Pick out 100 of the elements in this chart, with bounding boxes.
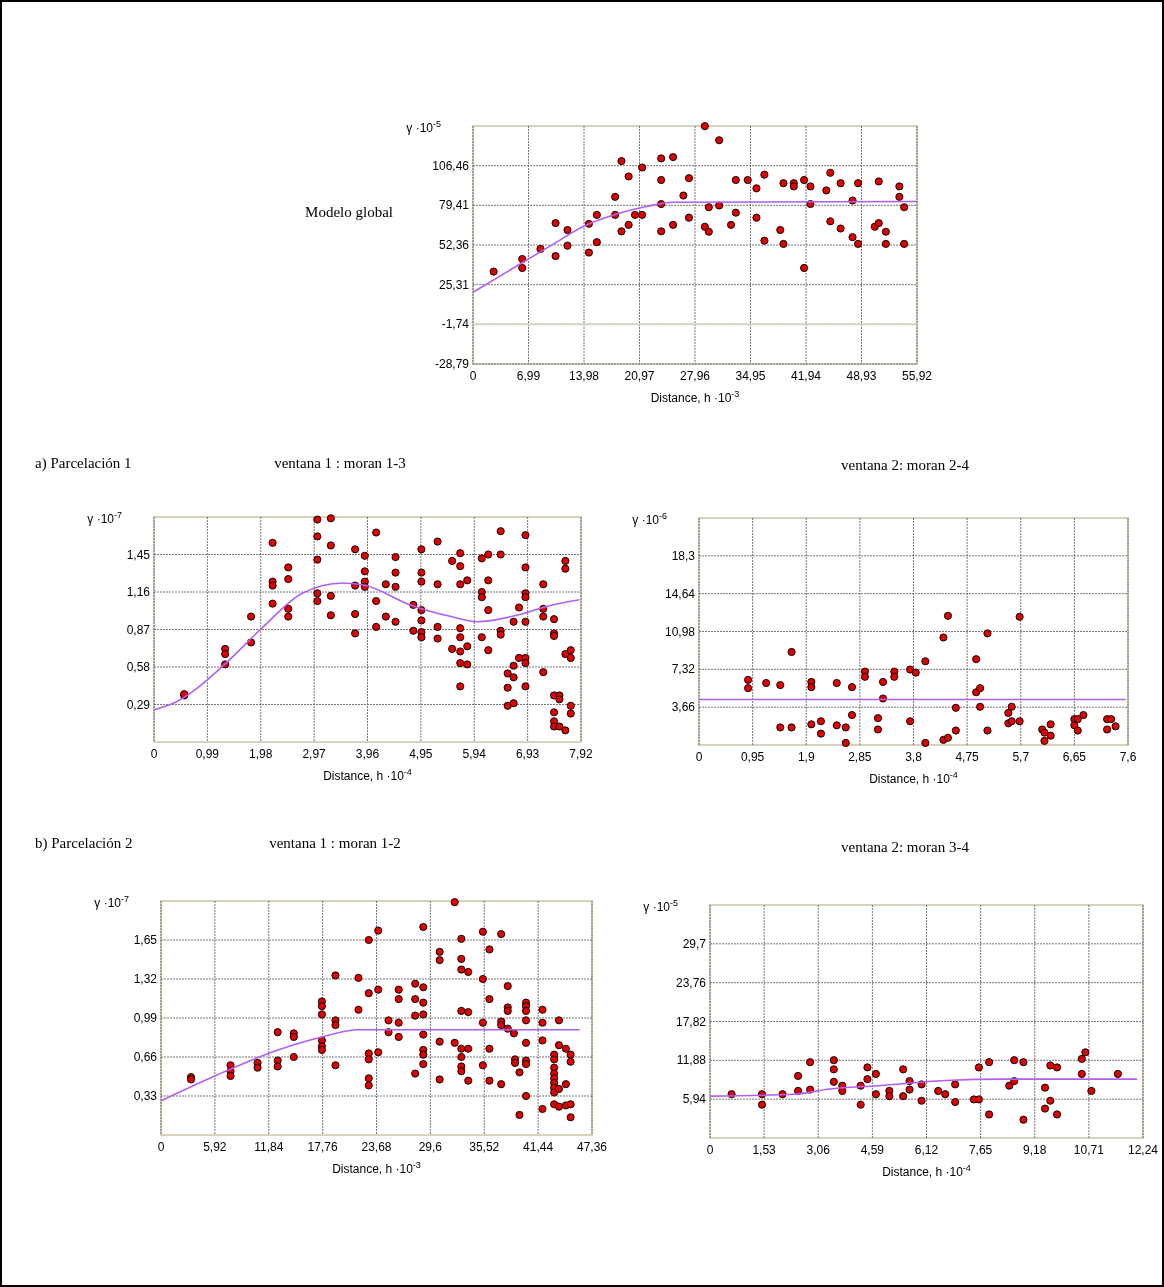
y-tick-label: 0,87 <box>126 622 151 637</box>
y-tick-label: 106,46 <box>432 158 470 173</box>
y-tick-label: 11,88 <box>676 1053 707 1068</box>
y-axis-title: γ ·10$^{-7}$ <box>94 894 129 910</box>
x-tick-label: 1,9 <box>797 750 815 764</box>
chart-title: ventana 2: moran 2-4 <box>841 457 970 473</box>
point <box>905 1085 914 1094</box>
x-tick-label: 4,95 <box>409 747 433 761</box>
y-tick-label: 1,65 <box>133 933 158 947</box>
point <box>1046 1061 1055 1070</box>
point <box>1052 1110 1062 1119</box>
point <box>934 1086 943 1095</box>
x-tick-label: 41,44 <box>523 1140 554 1154</box>
x-axis-title: Distance, h ·10$^{-3}$ <box>650 389 740 405</box>
line-series <box>472 200 918 294</box>
chart-title: ventana 1 : moran 1-3 <box>274 455 406 471</box>
point <box>856 1100 865 1109</box>
point <box>1113 1069 1122 1078</box>
x-tick-label: 2,85 <box>848 750 872 764</box>
point <box>1077 1069 1086 1078</box>
y-tick-label: 7,32 <box>671 662 696 677</box>
x-tick-label: 35,52 <box>469 1140 500 1154</box>
x-tick-label: 3,06 <box>806 1143 831 1157</box>
point <box>941 1090 950 1099</box>
x-tick-label: 34,95 <box>735 369 766 383</box>
x-tick-label: 6,12 <box>914 1143 939 1157</box>
y-tick-label: 79,41 <box>438 198 470 213</box>
x-tick-label: 10,71 <box>1073 1143 1105 1157</box>
y-tick-label: 0,58 <box>126 660 151 674</box>
y-tick-label: 0,29 <box>126 697 151 712</box>
point <box>794 1071 803 1080</box>
y-tick-label: 1,45 <box>126 547 151 562</box>
x-tick-label: 47,36 <box>576 1140 608 1154</box>
y-axis-title: γ ·10$^{-6}$ <box>632 511 667 527</box>
y-tick-label: 10,98 <box>664 624 696 639</box>
y-tick-label: 29,7 <box>682 936 707 951</box>
x-axis-title: Distance, h ·10$^{-4}$ <box>323 767 412 783</box>
x-tick-label: 41,94 <box>790 369 822 383</box>
y-tick-label: 3,66 <box>671 700 696 715</box>
point <box>829 1056 838 1065</box>
x-tick-label: 6,93 <box>515 747 540 761</box>
y-tick-label: 14,64 <box>664 586 696 601</box>
point <box>1087 1086 1096 1095</box>
y-tick-label: 0,33 <box>133 1089 158 1103</box>
x-axis-title: Distance, h ·10$^{-3}$ <box>332 1160 421 1176</box>
line-series <box>160 1029 581 1102</box>
point <box>1040 1104 1050 1113</box>
point <box>829 1077 838 1086</box>
x-tick-label: 13,98 <box>568 369 600 383</box>
x-tick-label: 2,97 <box>302 747 327 761</box>
x-tick-label: 7,92 <box>569 747 593 761</box>
line-series <box>709 1078 1138 1097</box>
x-tick-label: 27,96 <box>679 369 711 383</box>
x-tick-label: 0 <box>157 1140 165 1154</box>
y-axis-title: γ ·10$^{-7}$ <box>87 510 122 526</box>
x-tick-label: 0 <box>150 747 158 761</box>
point <box>757 1100 767 1109</box>
x-tick-label: 3,96 <box>355 747 380 761</box>
x-tick-label: 20,97 <box>624 369 655 383</box>
point <box>917 1096 926 1105</box>
text: b) Parcelación 2 <box>35 835 133 852</box>
y-tick-label: 0,66 <box>133 1050 158 1064</box>
point <box>951 1080 960 1089</box>
x-tick-label: 55,92 <box>901 369 933 383</box>
point <box>806 1058 815 1067</box>
y-axis-title: γ ·10$^{-5}$ <box>643 898 678 914</box>
x-tick-label: 7,65 <box>968 1143 993 1157</box>
point <box>899 1065 908 1074</box>
chart-title: ventana 2: moran 3-4 <box>841 839 970 855</box>
x-tick-label: 11,84 <box>254 1140 284 1154</box>
x-tick-label: 1,53 <box>752 1143 777 1157</box>
x-tick-label: 1,98 <box>249 747 273 761</box>
x-tick-label: 0 <box>695 750 703 764</box>
y-tick-label: -1,74 <box>441 317 470 332</box>
x-tick-label: 4,59 <box>860 1143 885 1157</box>
x-tick-label: 0 <box>706 1143 714 1157</box>
y-tick-label: 1,32 <box>133 972 158 986</box>
x-tick-label: 5,94 <box>462 747 487 761</box>
point <box>871 1090 880 1099</box>
point <box>1005 1081 1014 1090</box>
x-tick-label: 0,95 <box>740 750 765 764</box>
point <box>863 1075 872 1084</box>
y-tick-label: 52,36 <box>438 238 470 252</box>
text: Modelo global <box>305 204 393 220</box>
x-tick-label: 0 <box>469 369 477 383</box>
x-tick-label: 5,92 <box>203 1140 227 1154</box>
y-tick-label: 5,94 <box>682 1092 707 1107</box>
x-tick-label: 0,99 <box>195 747 220 761</box>
point <box>985 1110 994 1119</box>
y-tick-label: 23,76 <box>675 975 707 990</box>
y-tick-label: 1,16 <box>126 585 151 599</box>
x-tick-label: 17,76 <box>307 1140 338 1154</box>
x-tick-label: 29,6 <box>418 1140 443 1154</box>
point <box>1077 1054 1086 1063</box>
x-tick-label: 4,75 <box>955 750 980 764</box>
point <box>863 1063 872 1072</box>
x-tick-label: 3,8 <box>905 750 923 764</box>
x-tick-label: 6,65 <box>1062 750 1087 764</box>
point <box>1052 1063 1062 1072</box>
x-axis-title: Distance, h ·10$^{-4}$ <box>869 770 958 786</box>
